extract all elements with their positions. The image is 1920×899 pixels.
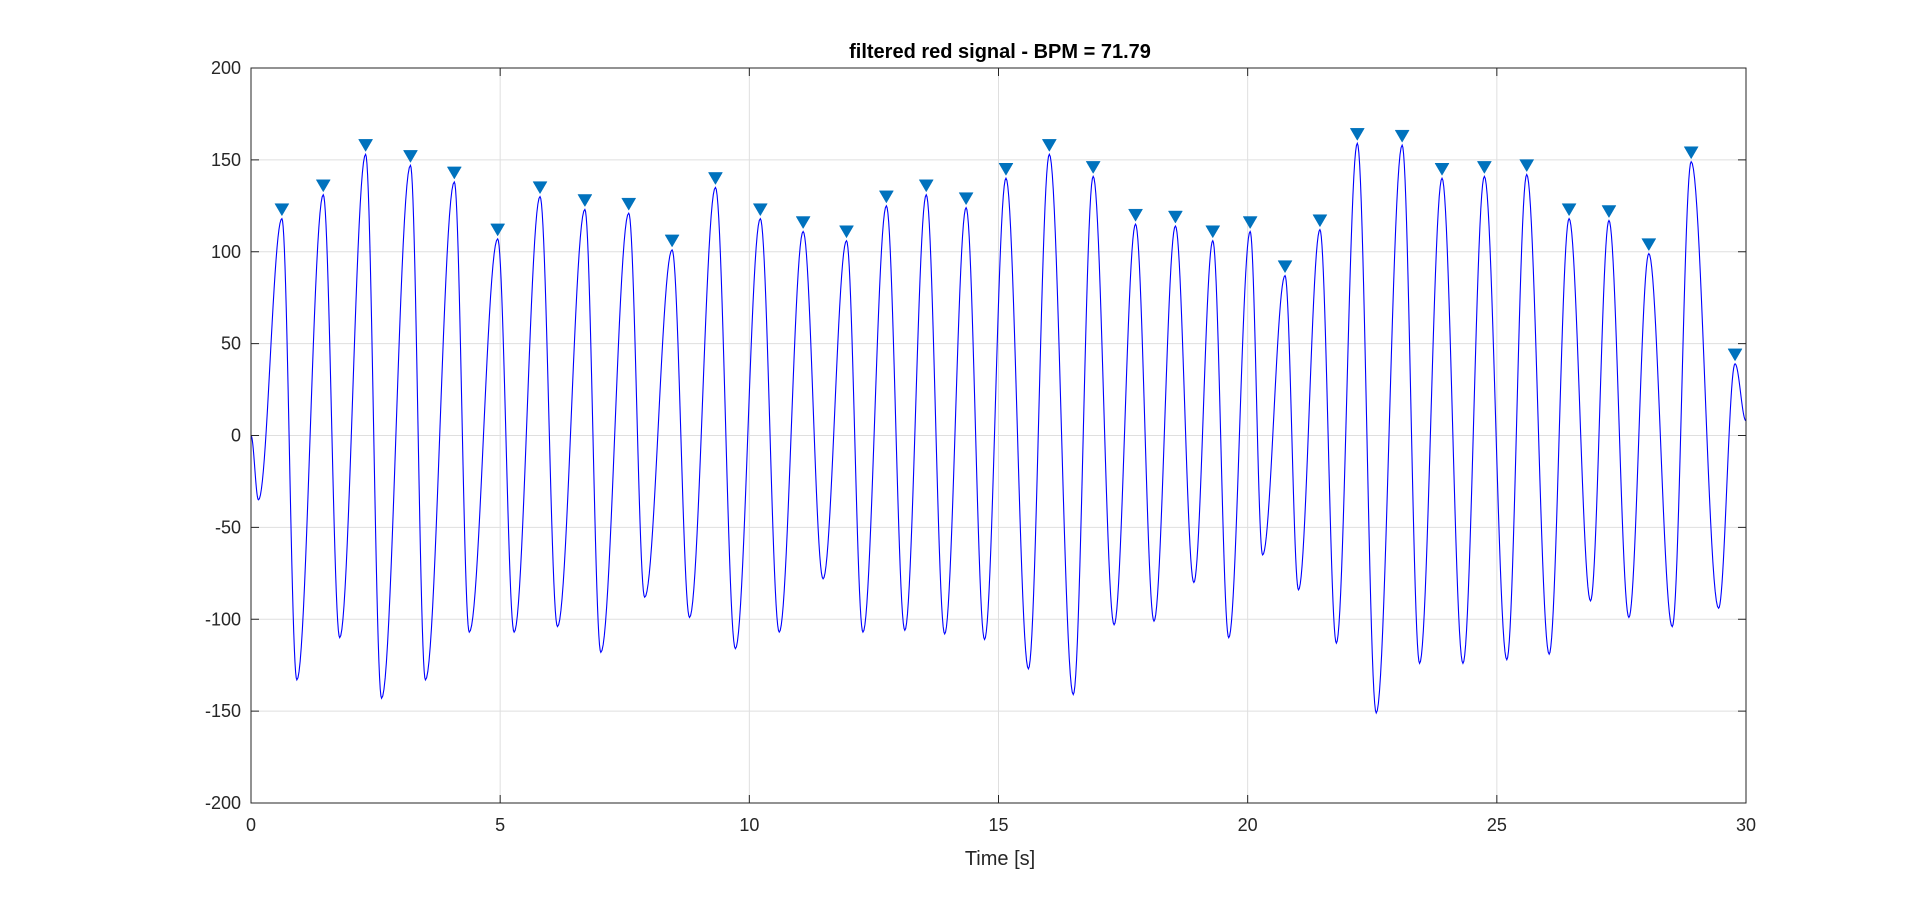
grid-lines [250,67,1747,804]
peak-marker [1312,214,1328,228]
peak-marker [1349,128,1365,141]
x-tick-label: 10 [739,815,759,835]
peak-marker [839,225,854,239]
x-tick-label: 15 [988,815,1008,835]
peak-marker [1434,163,1450,176]
peak-marker [358,139,374,152]
peak-marker [1128,208,1143,222]
peak-marker [577,194,593,207]
y-tick-label: 150 [211,150,241,170]
y-tick-label: -100 [205,609,241,629]
x-tick-label: 5 [495,815,505,835]
y-tick-label: 50 [221,334,241,354]
peak-marker [446,166,462,180]
y-tick-label: 200 [211,58,241,78]
peak-marker [490,223,506,237]
y-tick-label: -200 [205,793,241,813]
peak-marker [1041,139,1057,152]
peak-marker [1727,348,1743,362]
peak-marker [621,197,637,211]
peak-marker [795,216,811,230]
y-tick-label: -150 [205,701,241,721]
peak-marker [1476,161,1492,174]
peak-marker [752,203,768,217]
peak-marker [274,203,290,217]
peak-marker [998,163,1014,176]
peak-marker [1641,238,1657,252]
peak-marker [1242,216,1258,230]
x-tick-label: 25 [1487,815,1507,835]
peak-marker [1085,161,1101,174]
chart-title: filtered red signal - BPM = 71.79 [849,41,1151,63]
peak-marker [1205,225,1221,239]
signal-line-group [250,141,1747,715]
x-tick-labels: 0 5 10 15 20 25 30 [246,815,1756,835]
peak-marker [532,181,548,195]
peak-marker [708,172,723,185]
y-tick-label: 100 [211,242,241,262]
peak-marker [1519,159,1535,173]
peak-marker [1277,260,1293,274]
y-tick-label: 0 [231,426,241,446]
y-tick-labels: 200 150 100 50 0 -50 -100 -150 -200 [205,58,241,813]
peak-marker [918,179,934,193]
peak-marker [1601,205,1617,219]
filtered-red-signal-line [250,141,1747,715]
x-axis-label: Time [s] [965,848,1035,870]
peak-marker [1394,129,1410,143]
peak-marker [1167,210,1183,224]
peak-marker [315,179,331,193]
peak-marker [403,150,418,163]
peak-marker [958,192,974,206]
peak-marker [1561,203,1577,217]
peak-marker [1683,146,1699,160]
peak-marker [664,234,680,248]
x-tick-label: 30 [1736,815,1756,835]
y-tick-label: -50 [215,517,241,537]
peak-markers [274,128,1743,362]
peak-marker [878,190,894,204]
x-tick-label: 20 [1238,815,1258,835]
x-tick-label: 0 [246,815,256,835]
axes-box [250,67,1747,804]
